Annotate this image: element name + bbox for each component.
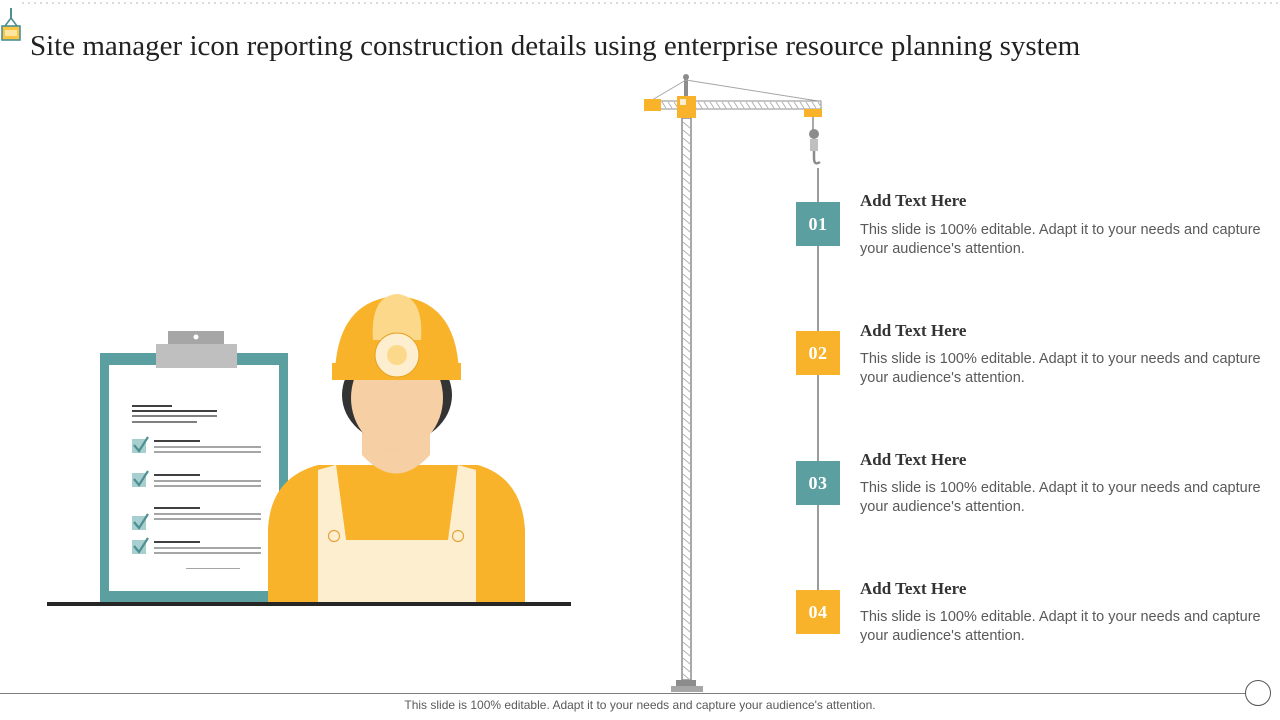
step-number-badge: 04 bbox=[796, 590, 840, 634]
step-number-badge: 01 bbox=[796, 202, 840, 246]
hanging-crate-icon bbox=[1, 8, 21, 41]
step-heading: Add Text Here bbox=[860, 191, 967, 210]
step-number-badge: 02 bbox=[796, 331, 840, 375]
step-heading: Add Text Here bbox=[860, 579, 967, 598]
step-description: This slide is 100% editable. Adapt it to… bbox=[860, 609, 1261, 644]
tower-crane-icon bbox=[644, 74, 823, 692]
construction-worker-icon bbox=[268, 294, 525, 603]
step-heading: Add Text Here bbox=[860, 321, 967, 340]
footer-note: This slide is 100% editable. Adapt it to… bbox=[404, 698, 876, 712]
step-description: This slide is 100% editable. Adapt it to… bbox=[860, 222, 1261, 257]
step-heading: Add Text Here bbox=[860, 450, 967, 469]
ground-line bbox=[47, 602, 571, 606]
step-description: This slide is 100% editable. Adapt it to… bbox=[860, 480, 1261, 515]
footer-circle-icon bbox=[1245, 680, 1271, 706]
footer-divider bbox=[0, 693, 1246, 694]
top-dotted-border bbox=[20, 0, 1280, 8]
checklist-clipboard-icon bbox=[100, 331, 288, 603]
step-description: This slide is 100% editable. Adapt it to… bbox=[860, 351, 1261, 386]
page-title: Site manager icon reporting construction… bbox=[30, 30, 1081, 62]
step-number-badge: 03 bbox=[796, 461, 840, 505]
